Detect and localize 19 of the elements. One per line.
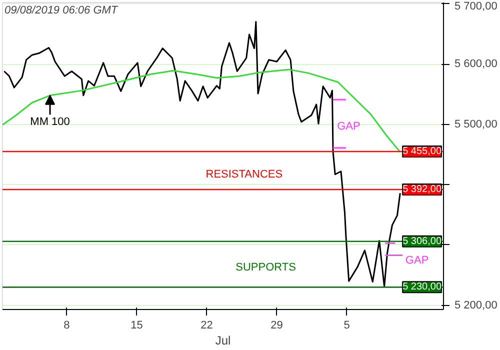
x-axis-title: Jul [215,334,231,348]
y-tick-label: 5 600,00 [454,58,498,70]
x-tick-label: 29 [270,320,283,332]
chart-title: 09/08/2019 06:06 GMT [4,4,119,16]
x-tick-label: 15 [130,320,143,332]
annotation: GAP [337,120,360,133]
x-tick-label: 5 [344,320,350,332]
annotation: SUPPORTS [236,261,296,274]
ref-line-label: 5 230,00 [402,282,442,293]
x-tick-label: 22 [200,320,213,332]
ref-line-label: 5 306,00 [402,236,442,247]
x-tick-label: 8 [64,320,70,332]
line-series [2,68,401,153]
y-tick-label: 5 700,00 [454,0,498,12]
annotation: RESISTANCES [206,168,283,180]
annotation: MM 100 [30,116,70,128]
y-tick-label: 5 200,00 [454,299,498,312]
y-tick-label: 5 500,00 [454,118,498,130]
annotation: GAP [405,254,429,266]
